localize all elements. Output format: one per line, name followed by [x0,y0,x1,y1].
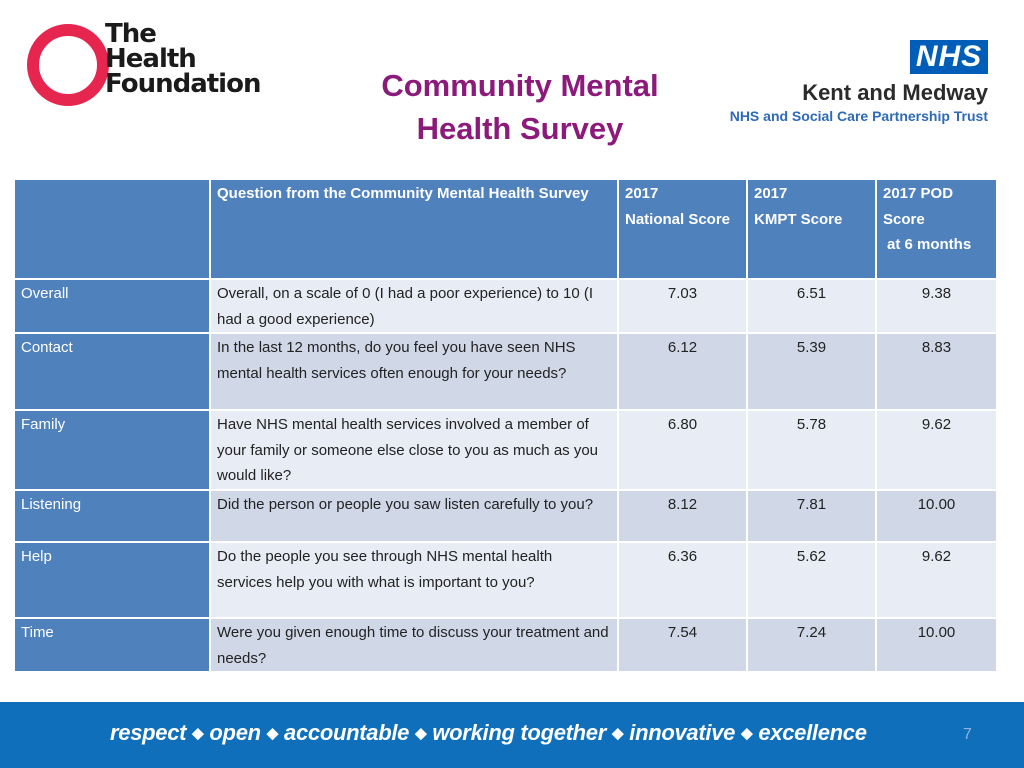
table-row: Contact In the last 12 months, do you fe… [13,332,998,412]
national-score: 6.36 [617,540,748,619]
table-row: Family Have NHS mental health services i… [13,409,998,491]
row-label: Contact [13,332,211,412]
nhs-kent-medway-logo: NHS Kent and Medway NHS and Social Care … [722,40,990,130]
national-score: 6.12 [617,332,748,412]
pod-score: 9.38 [875,277,998,335]
row-question: In the last 12 months, do you feel you h… [209,332,619,412]
value-item: accountable [284,720,410,745]
health-foundation-ring-icon [27,24,109,106]
row-question: Did the person or people you saw listen … [209,488,619,543]
value-item: respect [110,720,187,745]
table-row: Overall Overall, on a scale of 0 (I had … [13,277,998,335]
nhs-org-name: Kent and Medway [802,80,988,105]
value-item: working together [432,720,607,745]
national-score: 8.12 [617,488,748,543]
value-item: open [209,720,261,745]
nhs-trust-name: NHS and Social Care Partnership Trust [729,108,988,124]
pod-score: 9.62 [875,409,998,491]
row-question: Do the people you see through NHS mental… [209,540,619,619]
health-foundation-wordmark: The Health Foundation [105,19,261,99]
row-question: Have NHS mental health services involved… [209,409,619,491]
diamond-separator-icon: ◆ [415,725,427,742]
kmpt-score: 5.39 [746,332,877,412]
page-title: Community Mental Health Survey [381,68,659,146]
row-question: Overall, on a scale of 0 (I had a poor e… [209,277,619,335]
values-strapline: respect ◆ open ◆ accountable ◆ working togethe… [110,720,867,746]
pod-score: 10.00 [875,488,998,543]
value-item: excellence [758,720,867,745]
diamond-separator-icon: ◆ [266,725,279,742]
table-row: Listening Did the person or people you s… [13,488,998,543]
table-row: Help Do the people you see through NHS m… [13,540,998,619]
header-question: Question from the Community Mental Healt… [209,178,619,280]
diamond-separator-icon: ◆ [192,725,204,742]
kmpt-score: 7.81 [746,488,877,543]
row-label: Listening [13,488,211,543]
row-label: Family [13,409,211,491]
pod-score: 10.00 [875,616,998,674]
header-national-score: 2017 National Score [617,178,748,280]
header-kmpt-score: 2017 KMPT Score [746,178,877,280]
national-score: 7.54 [617,616,748,674]
row-label: Help [13,540,211,619]
health-foundation-logo: The Health Foundation [27,19,261,108]
footer-bar: respect ◆ open ◆ accountable ◆ working togethe… [0,702,1024,768]
pod-score: 9.62 [875,540,998,619]
kmpt-score: 5.62 [746,540,877,619]
national-score: 6.80 [617,409,748,491]
page-number: 7 [963,726,972,743]
kmpt-score: 7.24 [746,616,877,674]
row-question: Were you given enough time to discuss yo… [209,616,619,674]
diamond-separator-icon: ◆ [612,725,624,742]
pod-score: 8.83 [875,332,998,412]
value-item: innovative [629,720,736,745]
kmpt-score: 5.78 [746,409,877,491]
table-header-row: Question from the Community Mental Healt… [13,178,998,280]
row-label: Overall [13,277,211,335]
diamond-separator-icon: ◆ [741,725,753,742]
header-label-column [13,178,211,280]
row-label: Time [13,616,211,674]
national-score: 7.03 [617,277,748,335]
header-pod-score: 2017 POD Score at 6 months [875,178,998,280]
nhs-badge: NHS [910,40,988,74]
table-row: Time Were you given enough time to discu… [13,616,998,674]
survey-table: Question from the Community Mental Healt… [13,178,998,674]
kmpt-score: 6.51 [746,277,877,335]
